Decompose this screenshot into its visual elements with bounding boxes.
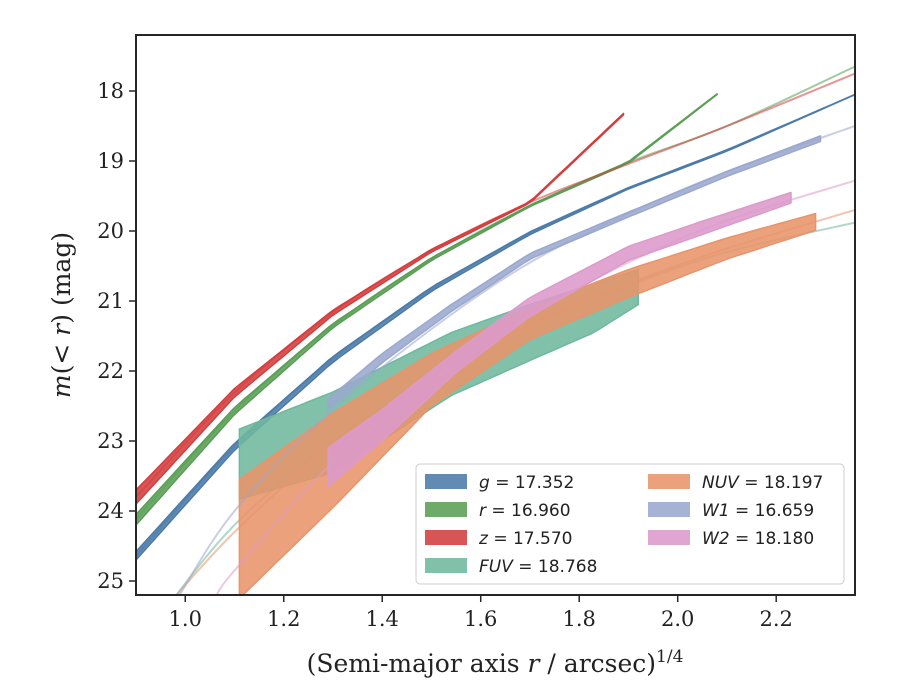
series-nuv-band xyxy=(238,212,817,595)
series-z xyxy=(136,72,855,505)
legend-label-fuv: FUV = 18.768 xyxy=(479,557,597,577)
y-axis-label-m: m xyxy=(47,374,76,398)
series-r-band xyxy=(136,93,718,526)
y-axis-label: m(< r) (mag) xyxy=(47,232,76,398)
y-axis-label-lt: < xyxy=(47,336,76,365)
x-tick-label: 1.2 xyxy=(267,607,300,631)
y-axis-label-open: ( xyxy=(47,365,76,375)
legend-swatch-g xyxy=(425,474,467,489)
y-axis-label-rest: ) (mag) xyxy=(47,232,76,324)
legend-label-w1: W1 = 16.659 xyxy=(702,501,814,521)
y-tick-label: 23 xyxy=(97,429,124,453)
legend-label-w2: W2 = 18.180 xyxy=(702,529,814,549)
legend-swatch-w1 xyxy=(648,502,690,517)
y-tick-label: 21 xyxy=(97,289,124,313)
legend-frame xyxy=(415,463,845,585)
x-axis-label-units: / arcsec) xyxy=(539,649,656,678)
y-tick-label: 18 xyxy=(97,79,124,103)
legend-swatch-fuv xyxy=(425,558,467,573)
y-tick-label: 25 xyxy=(97,569,124,593)
x-axis-label-prefix: (Semi-major axis xyxy=(307,649,528,678)
legend-swatch-r xyxy=(425,502,467,517)
x-tick-label: 1.0 xyxy=(169,607,202,631)
series-g xyxy=(136,93,855,561)
plot-frame xyxy=(135,34,856,596)
legend-label-nuv: NUV = 18.197 xyxy=(702,473,823,493)
y-tick-label: 20 xyxy=(97,219,124,243)
series-w2-band xyxy=(327,191,792,488)
x-tick-label: 2.2 xyxy=(760,607,793,631)
series-g-band xyxy=(136,93,855,561)
y-tick-label: 19 xyxy=(97,149,124,173)
x-tick-label: 2.0 xyxy=(661,607,694,631)
legend-label-r: r = 16.960 xyxy=(479,501,571,521)
legend-items: g = 17.352 r = 16.960 z = 17.570 FUV = 18.7… xyxy=(425,473,823,577)
x-axis-label: (Semi-major axis r / arcsec)1/4 xyxy=(307,647,684,678)
y-tick-label: 24 xyxy=(97,499,124,523)
series-w1 xyxy=(178,125,855,595)
legend-swatch-w2 xyxy=(648,530,690,545)
x-tick-label: 1.6 xyxy=(464,607,497,631)
y-tick-label: 22 xyxy=(97,359,124,383)
series-w1-band xyxy=(327,135,822,411)
legend-swatch-z xyxy=(425,530,467,545)
x-tick-label: 1.4 xyxy=(366,607,399,631)
series-z-band xyxy=(136,112,625,505)
x-axis-label-exponent: 1/4 xyxy=(656,647,683,667)
legend-label-g: g = 17.352 xyxy=(479,473,574,493)
legend: g = 17.352 r = 16.960 z = 17.570 FUV = 18.7… xyxy=(415,463,845,585)
legend-swatch-nuv xyxy=(648,474,690,489)
series-layer xyxy=(136,65,855,595)
x-axis-label-variable: r xyxy=(528,649,542,678)
y-axis-label-r: r xyxy=(47,322,76,336)
legend-label-z: z = 17.570 xyxy=(478,529,572,549)
x-tick-label: 1.8 xyxy=(563,607,596,631)
series-w2 xyxy=(215,179,855,595)
ticks-layer: 1.0 1.2 1.4 1.6 1.8 2.0 2.2 18 19 20 21 22 23 24 25 xyxy=(97,79,793,631)
